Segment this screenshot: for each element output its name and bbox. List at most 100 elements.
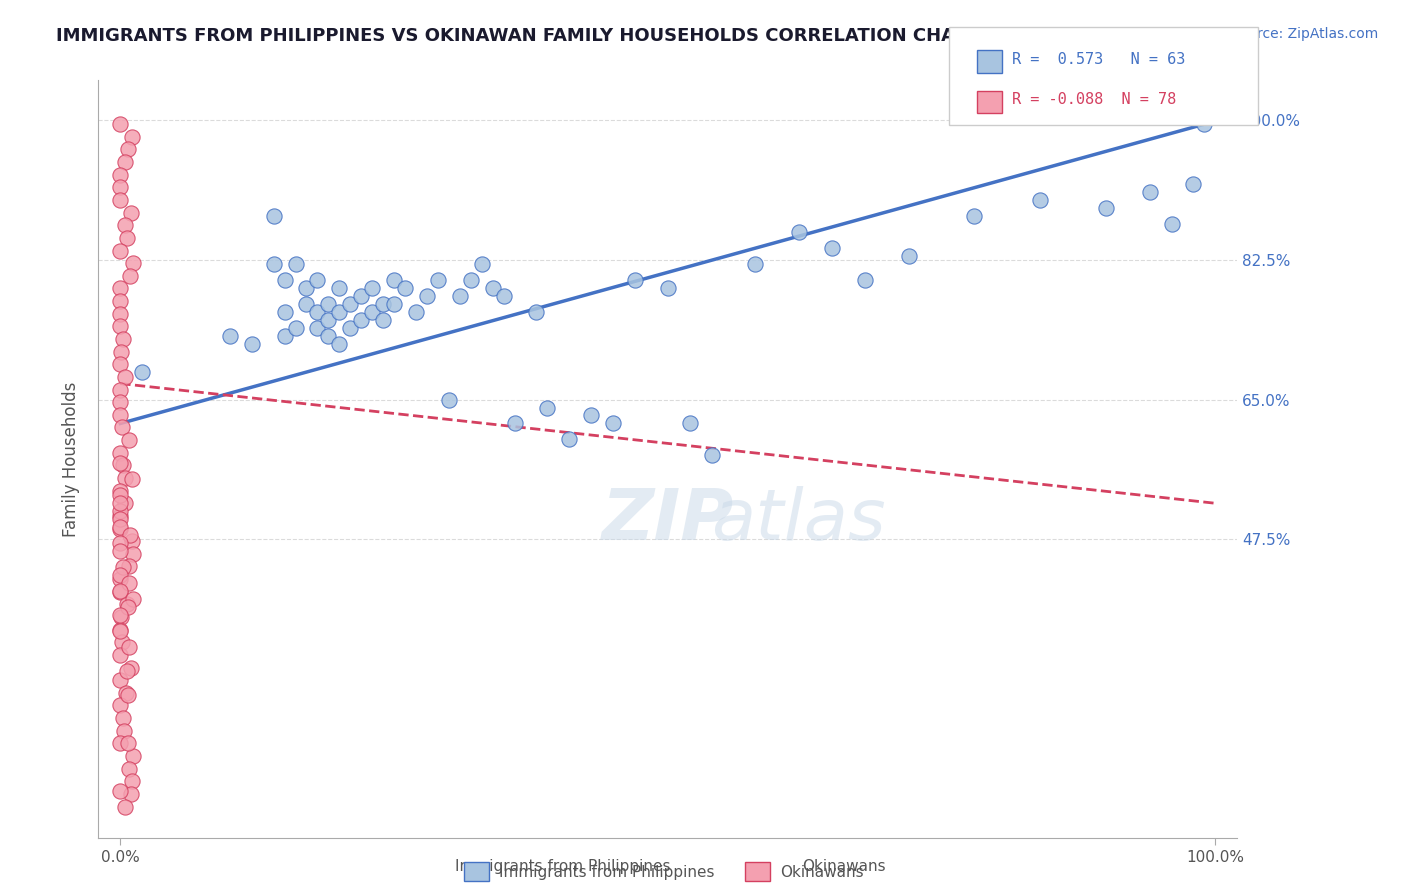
- Point: [110, 117, 132, 131]
- Point: [1194, 117, 1216, 131]
- Point: [117, 600, 139, 615]
- Point: [110, 607, 132, 622]
- Point: [118, 559, 141, 574]
- Point: [460, 273, 482, 287]
- Point: [263, 257, 285, 271]
- Point: [1182, 177, 1205, 191]
- Point: [110, 395, 132, 409]
- Point: [121, 774, 143, 789]
- Point: [112, 332, 135, 346]
- Point: [240, 336, 263, 351]
- Point: [263, 209, 285, 223]
- Point: [112, 560, 135, 574]
- Point: [110, 488, 132, 502]
- Point: [110, 522, 132, 536]
- Point: [416, 289, 439, 303]
- Text: R = -0.088  N = 78: R = -0.088 N = 78: [1012, 92, 1177, 107]
- Point: [110, 783, 132, 797]
- Point: [382, 273, 405, 287]
- Point: [295, 297, 318, 311]
- Point: [318, 312, 340, 326]
- Point: [449, 289, 471, 303]
- Text: Immigrants from Philippines: Immigrants from Philippines: [454, 859, 671, 874]
- Point: [117, 143, 139, 157]
- Point: [115, 664, 138, 678]
- Point: [114, 799, 136, 814]
- Point: [350, 289, 373, 303]
- Point: [339, 297, 361, 311]
- Point: [114, 471, 136, 485]
- Text: IMMIGRANTS FROM PHILIPPINES VS OKINAWAN FAMILY HOUSEHOLDS CORRELATION CHART: IMMIGRANTS FROM PHILIPPINES VS OKINAWAN …: [56, 27, 980, 45]
- Point: [121, 547, 143, 561]
- Point: [744, 257, 766, 271]
- Point: [273, 304, 295, 318]
- Point: [218, 328, 240, 343]
- Point: [110, 504, 132, 518]
- Point: [111, 458, 134, 473]
- Point: [1139, 185, 1161, 199]
- Point: [471, 257, 494, 271]
- Point: [110, 319, 132, 334]
- Point: [273, 273, 295, 287]
- Point: [536, 401, 558, 415]
- Point: [657, 281, 679, 295]
- Point: [602, 417, 624, 431]
- Text: Source: ZipAtlas.com: Source: ZipAtlas.com: [1230, 27, 1378, 41]
- Point: [111, 711, 134, 725]
- Point: [110, 624, 132, 638]
- Point: [121, 256, 143, 270]
- Point: [110, 456, 132, 470]
- Point: [437, 392, 460, 407]
- Point: [284, 320, 307, 334]
- Point: [426, 273, 449, 287]
- Point: [110, 512, 132, 526]
- Point: [120, 205, 142, 219]
- Point: [624, 273, 647, 287]
- Point: [110, 446, 132, 460]
- Point: [492, 289, 515, 303]
- Point: [853, 273, 876, 287]
- Text: Immigrants from Philippines: Immigrants from Philippines: [499, 865, 714, 880]
- Point: [110, 281, 132, 295]
- Point: [110, 496, 132, 510]
- Point: [328, 281, 350, 295]
- Point: [118, 268, 141, 283]
- Point: [328, 336, 350, 351]
- Point: [821, 241, 844, 255]
- Point: [121, 749, 143, 764]
- Point: [117, 736, 139, 750]
- Point: [120, 787, 142, 801]
- Point: [110, 610, 132, 624]
- Point: [110, 536, 132, 550]
- Point: [121, 534, 143, 549]
- Point: [371, 297, 394, 311]
- Text: Okinawans: Okinawans: [780, 865, 863, 880]
- Point: [558, 433, 581, 447]
- Point: [110, 383, 132, 397]
- Point: [111, 635, 134, 649]
- Point: [110, 294, 132, 309]
- Point: [110, 180, 132, 194]
- Point: [318, 328, 340, 343]
- Point: [307, 304, 329, 318]
- Point: [963, 209, 986, 223]
- Point: [350, 312, 373, 326]
- Point: [405, 304, 427, 318]
- Point: [117, 762, 139, 776]
- Point: [110, 572, 132, 586]
- Point: [121, 129, 143, 144]
- Point: [394, 281, 416, 295]
- Point: [114, 155, 136, 169]
- Point: [110, 584, 132, 599]
- Point: [273, 328, 295, 343]
- Point: [110, 408, 132, 422]
- Point: [110, 357, 132, 371]
- Point: [121, 472, 143, 486]
- Point: [118, 528, 141, 542]
- Point: [503, 417, 526, 431]
- Point: [361, 304, 384, 318]
- Point: [526, 304, 548, 318]
- Point: [787, 225, 810, 239]
- Point: [110, 508, 132, 523]
- Text: R =  0.573   N = 63: R = 0.573 N = 63: [1012, 52, 1185, 67]
